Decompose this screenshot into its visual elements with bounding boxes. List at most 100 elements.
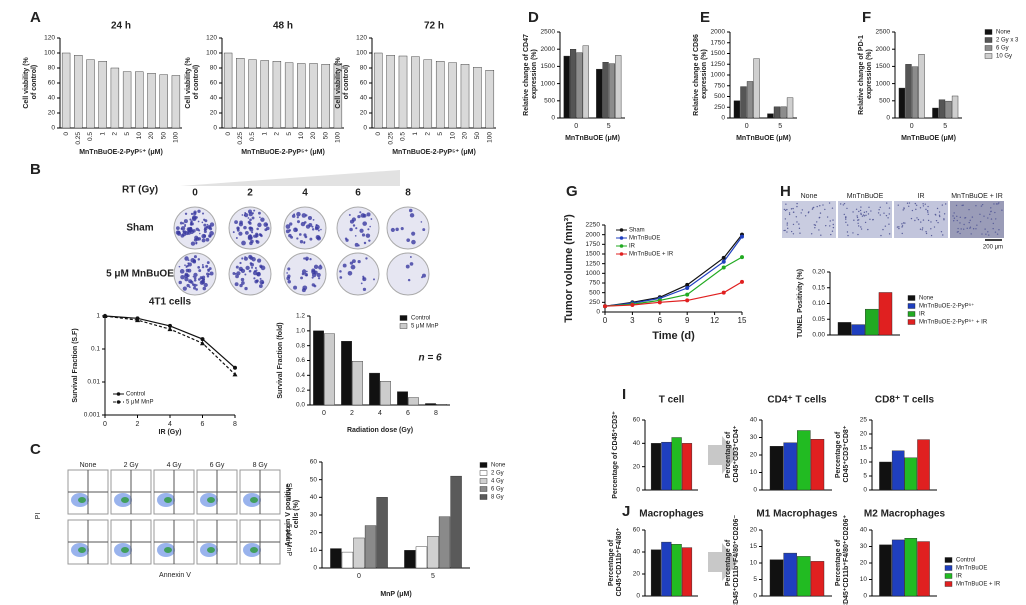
legend-label: IR bbox=[956, 574, 963, 580]
legend-label: 10 Gy bbox=[996, 54, 1012, 60]
nucleus bbox=[968, 221, 970, 224]
legend-label: 6 Gy bbox=[996, 46, 1009, 52]
line bbox=[604, 236, 743, 307]
tunel-images bbox=[782, 201, 1004, 238]
colony bbox=[204, 219, 208, 223]
colony bbox=[257, 258, 262, 263]
colony bbox=[249, 234, 252, 237]
y-tick-label: 10 bbox=[750, 469, 758, 476]
nucleus bbox=[898, 227, 900, 230]
dose-label: 8 bbox=[405, 188, 411, 199]
nucleus bbox=[820, 234, 822, 236]
colony bbox=[301, 269, 307, 274]
arrow bbox=[708, 543, 738, 581]
colony bbox=[234, 282, 239, 287]
colony bbox=[180, 226, 186, 231]
y-tick-label: 40 bbox=[633, 549, 641, 556]
colony bbox=[342, 263, 347, 268]
colony bbox=[208, 267, 212, 271]
x-tick-label: 0 bbox=[357, 573, 361, 580]
x-tick-label: 10 bbox=[449, 132, 456, 140]
nucleus bbox=[920, 221, 922, 223]
x-tick-label: 0 bbox=[375, 132, 382, 136]
colony bbox=[370, 218, 373, 220]
nucleus bbox=[888, 233, 891, 235]
y-tick-label: 20 bbox=[750, 452, 758, 459]
legend-label: 8 Gy bbox=[491, 495, 504, 501]
nucleus bbox=[860, 213, 862, 216]
legend-label: 2 Gy bbox=[491, 471, 504, 477]
bar bbox=[596, 68, 603, 119]
y-tick-label: 120 bbox=[356, 35, 367, 42]
colony bbox=[208, 226, 211, 229]
bar bbox=[98, 61, 107, 129]
flow-cloud bbox=[78, 497, 86, 503]
bar bbox=[386, 55, 395, 129]
y-tick-label: 60 bbox=[48, 80, 56, 87]
bar bbox=[122, 71, 132, 129]
bar bbox=[851, 324, 865, 336]
legend-label: 6 Gy bbox=[491, 487, 504, 493]
y-tick-label: 30 bbox=[860, 543, 868, 550]
nucleus bbox=[887, 217, 889, 219]
y-tick-label: 0.2 bbox=[296, 387, 305, 394]
nucleus bbox=[987, 231, 989, 233]
flow-cloud bbox=[78, 547, 86, 553]
colony bbox=[201, 264, 204, 266]
chart-title: M2 Macrophages bbox=[864, 509, 946, 520]
bar bbox=[411, 56, 420, 129]
nucleus bbox=[857, 219, 859, 221]
colony bbox=[195, 288, 198, 291]
flow-cloud bbox=[121, 547, 129, 553]
y-tick-label: 0 bbox=[596, 309, 600, 316]
nucleus bbox=[786, 224, 788, 226]
bar bbox=[837, 322, 852, 336]
nucleus bbox=[801, 209, 804, 211]
nucleus bbox=[824, 208, 826, 211]
bar bbox=[879, 544, 892, 597]
bar bbox=[110, 67, 120, 129]
nucleus bbox=[886, 202, 888, 204]
nucleus bbox=[992, 227, 994, 230]
nucleus bbox=[922, 203, 924, 205]
bar bbox=[780, 106, 787, 119]
x-tick-label: 8 bbox=[434, 410, 438, 417]
colony bbox=[287, 280, 291, 284]
chart-title: T cell bbox=[659, 395, 685, 406]
bar bbox=[810, 439, 825, 491]
panel-label: I bbox=[622, 386, 626, 403]
nucleus bbox=[943, 213, 946, 215]
bar bbox=[932, 107, 939, 119]
legend-label: None bbox=[491, 463, 506, 469]
nucleus bbox=[904, 222, 906, 224]
annotation: n = 6 bbox=[418, 353, 442, 364]
colony bbox=[255, 239, 258, 243]
tunel-image bbox=[782, 201, 836, 238]
nucleus bbox=[998, 229, 1000, 231]
nucleus bbox=[786, 231, 788, 233]
colony bbox=[395, 227, 399, 232]
bar bbox=[917, 439, 930, 491]
bar bbox=[563, 55, 570, 119]
colony bbox=[407, 278, 411, 282]
nucleus bbox=[936, 207, 939, 210]
nucleus bbox=[865, 211, 868, 213]
nucleus bbox=[860, 226, 862, 228]
bar bbox=[769, 446, 784, 491]
colony bbox=[182, 286, 187, 291]
dose-label: 0 bbox=[192, 188, 198, 199]
bar bbox=[450, 475, 462, 569]
bar bbox=[608, 63, 615, 119]
nucleus bbox=[902, 222, 905, 224]
nucleus bbox=[964, 217, 967, 219]
bar bbox=[260, 60, 269, 129]
marker bbox=[167, 326, 173, 332]
nucleus bbox=[832, 223, 834, 226]
nucleus bbox=[829, 225, 831, 227]
y-tick-label: 20 bbox=[633, 463, 641, 470]
colony bbox=[348, 213, 351, 216]
nucleus bbox=[856, 216, 859, 219]
nucleus bbox=[832, 226, 835, 229]
nucleus bbox=[843, 202, 846, 205]
nucleus bbox=[927, 213, 929, 215]
